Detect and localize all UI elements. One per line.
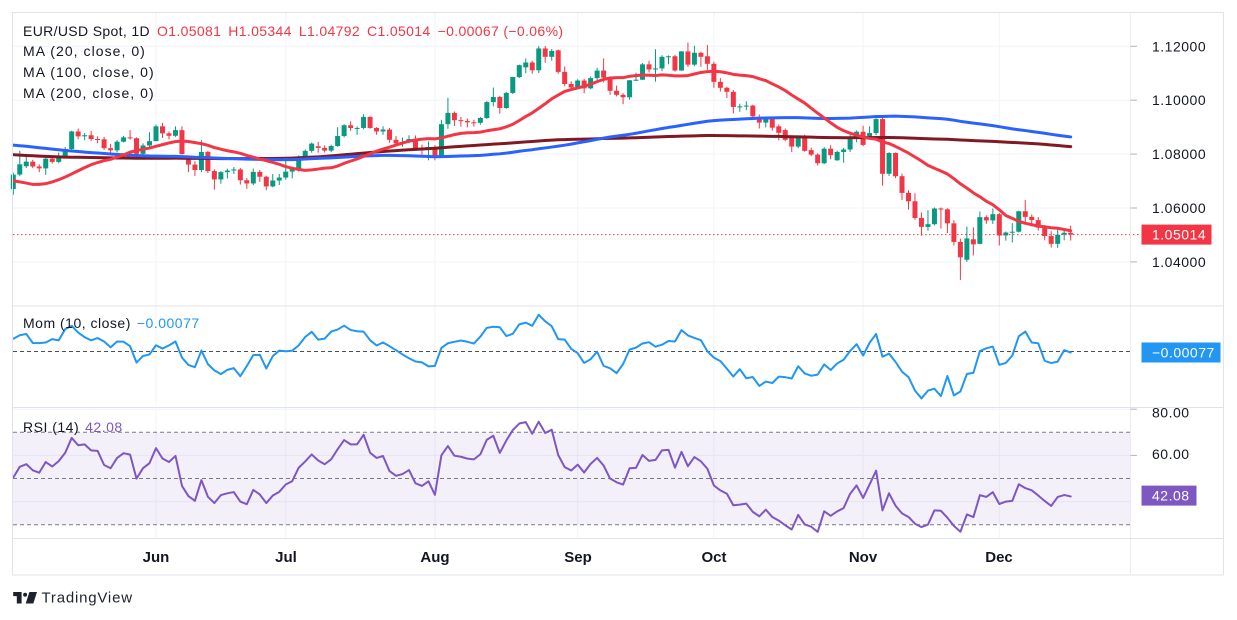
svg-text:Jun: Jun [143, 549, 170, 566]
svg-text:Aug: Aug [420, 549, 449, 566]
svg-text:1.12000: 1.12000 [1152, 38, 1206, 54]
svg-text:42.08: 42.08 [1152, 488, 1190, 504]
svg-text:1.04000: 1.04000 [1152, 254, 1206, 270]
svg-text:Nov: Nov [849, 549, 878, 566]
svg-text:Jul: Jul [275, 549, 297, 566]
svg-text:MA (20, close, 0): MA (20, close, 0) [23, 43, 146, 59]
svg-text:60.00: 60.00 [1152, 446, 1190, 462]
svg-text:MA (200, close, 0): MA (200, close, 0) [23, 85, 155, 101]
svg-text:1.05014: 1.05014 [1152, 227, 1206, 243]
svg-text:Dec: Dec [985, 549, 1013, 566]
svg-text:Sep: Sep [564, 549, 592, 566]
svg-text:Mom (10, close)−0.00077: Mom (10, close) −0.00077 [23, 315, 200, 331]
svg-text:Oct: Oct [701, 549, 726, 566]
svg-text:TradingView: TradingView [42, 590, 133, 607]
svg-text:1.10000: 1.10000 [1152, 92, 1206, 108]
svg-text:−0.00077: −0.00077 [1152, 345, 1215, 361]
svg-text:80.00: 80.00 [1152, 405, 1190, 421]
svg-text:RSI (14)42.08: RSI (14) 42.08 [23, 419, 123, 435]
svg-text:1.06000: 1.06000 [1152, 200, 1206, 216]
svg-text:MA (100, close, 0): MA (100, close, 0) [23, 64, 155, 80]
svg-text:1.08000: 1.08000 [1152, 146, 1206, 162]
